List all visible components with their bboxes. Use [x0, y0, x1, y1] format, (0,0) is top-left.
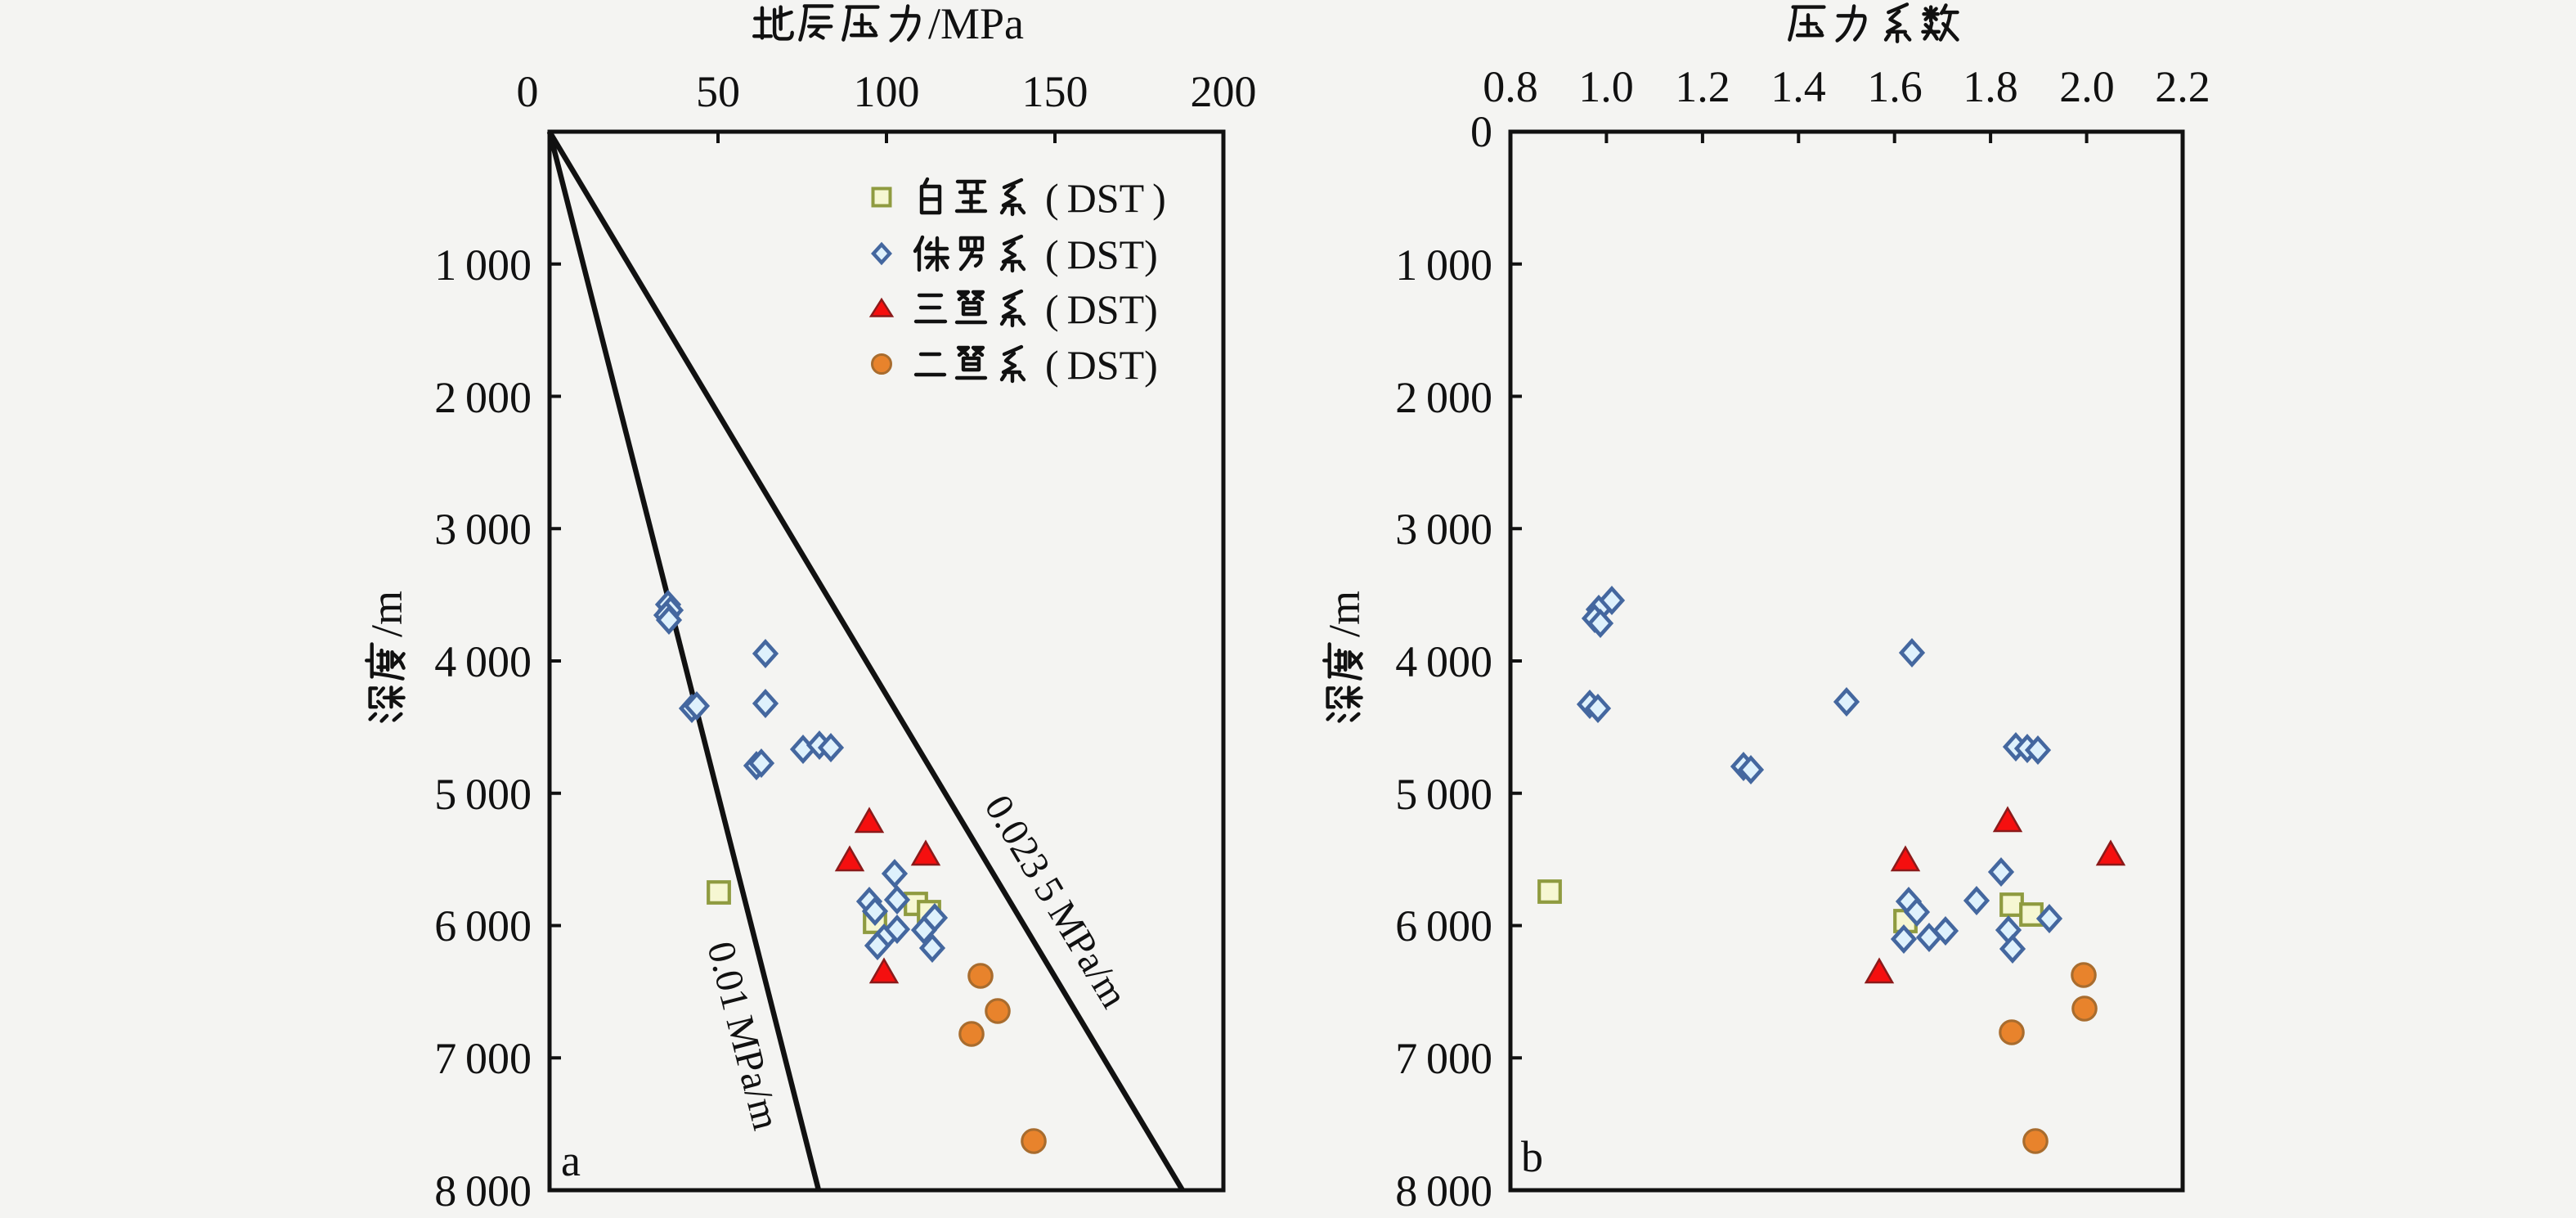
svg-text:( DST): ( DST): [1037, 286, 1158, 332]
svg-text:0: 0: [1470, 107, 1492, 156]
svg-text:/MPa: /MPa: [928, 0, 1024, 48]
svg-text:1.8: 1.8: [1963, 62, 2018, 111]
svg-text:a: a: [561, 1136, 581, 1185]
svg-text:1 000: 1 000: [434, 240, 532, 290]
svg-text:( DST ): ( DST ): [1037, 175, 1166, 221]
svg-text:2.0: 2.0: [2059, 62, 2115, 111]
svg-text:1.2: 1.2: [1675, 62, 1730, 111]
svg-text:( DST): ( DST): [1037, 342, 1158, 388]
svg-text:1.6: 1.6: [1867, 62, 1923, 111]
svg-text:1.4: 1.4: [1770, 62, 1826, 111]
svg-text:50: 50: [696, 67, 740, 116]
svg-text:5 000: 5 000: [434, 770, 532, 819]
svg-text:2.2: 2.2: [2155, 62, 2210, 111]
svg-text:4 000: 4 000: [434, 637, 532, 686]
svg-text:1.0: 1.0: [1578, 62, 1634, 111]
svg-text:7 000: 7 000: [1395, 1034, 1492, 1083]
svg-text:150: 150: [1022, 67, 1088, 116]
svg-text:2 000: 2 000: [434, 373, 532, 422]
svg-text:0: 0: [517, 67, 539, 116]
svg-text:/m: /m: [1320, 591, 1369, 637]
svg-text:4 000: 4 000: [1395, 637, 1492, 686]
svg-text:6 000: 6 000: [434, 901, 532, 951]
svg-text:( DST): ( DST): [1037, 231, 1158, 277]
svg-text:6 000: 6 000: [1395, 901, 1492, 951]
svg-text:100: 100: [854, 67, 920, 116]
svg-text:8 000: 8 000: [1395, 1166, 1492, 1216]
svg-text:3 000: 3 000: [434, 505, 532, 554]
svg-text:b: b: [1521, 1132, 1543, 1181]
svg-text:0.8: 0.8: [1483, 62, 1538, 111]
svg-text:200: 200: [1191, 67, 1257, 116]
svg-text:5 000: 5 000: [1395, 770, 1492, 819]
svg-text:7 000: 7 000: [434, 1034, 532, 1083]
svg-text:/m: /m: [362, 591, 411, 637]
svg-text:3 000: 3 000: [1395, 505, 1492, 554]
svg-text:8 000: 8 000: [434, 1166, 532, 1216]
svg-text:2 000: 2 000: [1395, 373, 1492, 422]
svg-text:1 000: 1 000: [1395, 240, 1492, 290]
